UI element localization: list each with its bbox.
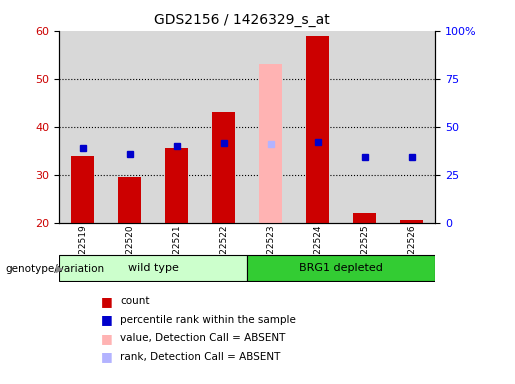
Bar <box>59 255 247 281</box>
Text: value, Detection Call = ABSENT: value, Detection Call = ABSENT <box>120 333 285 343</box>
Text: ■: ■ <box>100 350 112 363</box>
Bar <box>353 213 376 223</box>
Bar <box>400 220 423 223</box>
Text: ■: ■ <box>100 332 112 345</box>
Bar <box>212 112 235 223</box>
Text: genotype/variation: genotype/variation <box>5 264 104 274</box>
Bar <box>118 177 142 223</box>
Text: ■: ■ <box>100 295 112 308</box>
Text: ▶: ▶ <box>56 264 63 274</box>
Text: BRG1 depleted: BRG1 depleted <box>299 263 383 273</box>
Text: count: count <box>120 296 149 306</box>
Bar <box>165 148 188 223</box>
Text: ■: ■ <box>100 313 112 326</box>
Bar <box>259 64 282 223</box>
Text: wild type: wild type <box>128 263 179 273</box>
Bar <box>247 255 435 281</box>
Text: rank, Detection Call = ABSENT: rank, Detection Call = ABSENT <box>120 352 280 362</box>
Bar <box>306 36 330 223</box>
Text: percentile rank within the sample: percentile rank within the sample <box>120 315 296 325</box>
Bar <box>71 156 94 223</box>
Text: GDS2156 / 1426329_s_at: GDS2156 / 1426329_s_at <box>154 13 330 27</box>
